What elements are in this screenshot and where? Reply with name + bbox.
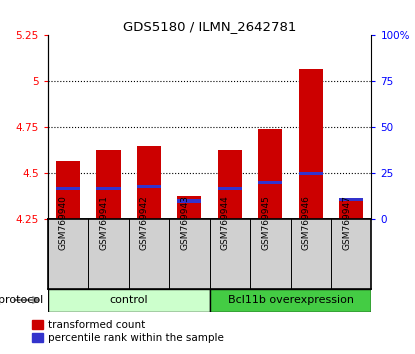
Bar [56,187,80,190]
Title: GDS5180 / ILMN_2642781: GDS5180 / ILMN_2642781 [123,20,296,33]
Bar [96,149,120,219]
Bar [258,181,282,184]
Bar [177,195,202,219]
Bar [218,187,242,190]
Text: GSM769946: GSM769946 [302,195,311,250]
Text: GSM769940: GSM769940 [59,195,68,250]
Bar [56,161,80,219]
Bar [218,149,242,219]
Bar [299,69,323,219]
Text: GSM769943: GSM769943 [181,195,189,250]
Text: Bcl11b overexpression: Bcl11b overexpression [227,295,354,305]
Text: GSM769945: GSM769945 [261,195,270,250]
Bar [210,289,371,312]
Bar [137,146,161,219]
Text: GSM769941: GSM769941 [100,195,108,250]
Bar [48,289,210,312]
Text: GSM769942: GSM769942 [140,195,149,250]
Text: GSM769947: GSM769947 [342,195,351,250]
Bar [96,187,121,190]
Bar [299,172,323,175]
Text: GSM769944: GSM769944 [221,195,230,250]
Text: control: control [109,295,148,305]
Text: protocol: protocol [0,295,44,305]
Bar [339,201,364,219]
Bar [258,129,282,219]
Bar [339,198,364,201]
Legend: transformed count, percentile rank within the sample: transformed count, percentile rank withi… [32,320,224,343]
Bar [137,185,161,188]
Bar [177,199,202,203]
